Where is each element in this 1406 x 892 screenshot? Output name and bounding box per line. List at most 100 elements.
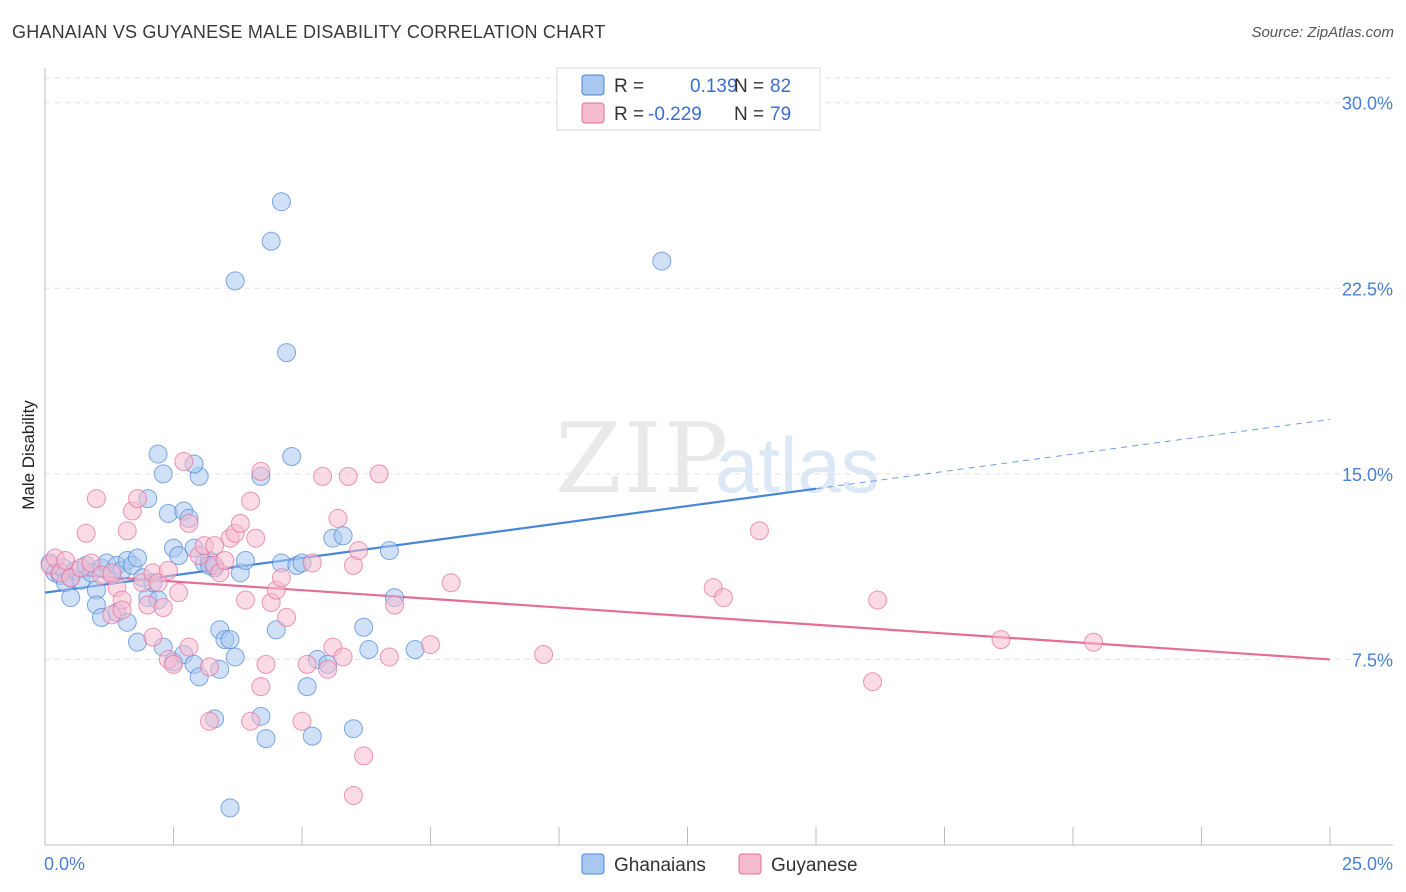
guyanese-point xyxy=(343,786,363,806)
legend-r-label-2: R = xyxy=(614,104,644,125)
guyanese-point xyxy=(338,466,358,486)
guyanese-point xyxy=(441,573,461,593)
ghanaian-point xyxy=(220,630,240,650)
chart-title: GHANAIAN VS GUYANESE MALE DISABILITY COR… xyxy=(12,22,606,42)
guyanese-point xyxy=(246,528,266,548)
ghanaian-point xyxy=(256,729,276,749)
ghanaian-point xyxy=(354,617,374,637)
guyanese-point xyxy=(205,536,225,556)
series-legend: Ghanaians Guyanese xyxy=(581,853,858,876)
guyanese-point xyxy=(302,553,322,573)
guyanese-point xyxy=(297,654,317,674)
ghanaian-point xyxy=(359,640,379,660)
legend-r-value-2: -0.229 xyxy=(648,104,702,125)
series-label-guyanese: Guyanese xyxy=(771,855,858,876)
ghanaian-point xyxy=(266,620,286,640)
ghanaian-point xyxy=(271,192,291,212)
ghanaian-point xyxy=(220,798,240,818)
guyanese-point xyxy=(749,521,769,541)
guyanese-point xyxy=(251,461,271,481)
source-label: Source: ZipAtlas.com xyxy=(1251,24,1394,41)
ghanaian-point xyxy=(297,677,317,697)
guyanese-trend-line xyxy=(44,571,1331,661)
guyanese-point xyxy=(313,466,333,486)
guyanese-point xyxy=(328,508,348,528)
axes xyxy=(44,68,1393,846)
guyanese-point xyxy=(991,630,1011,650)
series-label-ghanaians: Ghanaians xyxy=(614,855,706,876)
ghanaian-point xyxy=(282,447,302,467)
guyanese-point xyxy=(143,627,163,647)
guyanese-point xyxy=(863,672,883,692)
y-tick-label: 30.0% xyxy=(1342,94,1393,114)
ghanaian-point xyxy=(343,719,363,739)
guyanese-point xyxy=(1084,632,1104,652)
legend-n-label-1: N = xyxy=(734,76,764,97)
guyanese-point xyxy=(385,595,405,615)
guyanese-point xyxy=(241,491,261,511)
ghanaian-point xyxy=(261,231,281,251)
y-tick-label: 7.5% xyxy=(1352,650,1393,670)
ghanaian-point xyxy=(61,588,81,608)
ghanaian-point xyxy=(302,726,322,746)
x-tick-label-min: 0.0% xyxy=(44,854,85,874)
legend-n-value-1: 82 xyxy=(770,76,791,97)
ghanaian-point xyxy=(169,546,189,566)
guyanese-point xyxy=(179,513,199,533)
legend-swatch-ghanaians xyxy=(581,74,605,96)
guyanese-point xyxy=(174,452,194,471)
guyanese-point xyxy=(713,588,733,608)
guyanese-point xyxy=(251,677,271,697)
ghanaian-point xyxy=(277,343,297,363)
guyanese-point xyxy=(534,644,554,664)
y-tick-label: 22.5% xyxy=(1342,279,1393,299)
guyanese-point xyxy=(169,583,189,603)
guyanese-point xyxy=(235,590,255,610)
y-tick-labels: 7.5% 15.0% 22.5% 30.0% xyxy=(1342,94,1393,671)
guyanese-point xyxy=(148,573,168,593)
legend-n-value-2: 79 xyxy=(770,104,791,125)
guyanese-point xyxy=(112,600,132,620)
guyanese-point xyxy=(421,635,440,655)
guyanese-point xyxy=(102,563,122,583)
legend-swatch-guyanese xyxy=(581,102,605,124)
ghanaian-point xyxy=(333,526,353,546)
guyanese-point xyxy=(230,513,250,533)
guyanese-point xyxy=(868,590,888,610)
guyanese-point xyxy=(199,711,219,731)
guyanese-point xyxy=(277,607,297,627)
watermark-atlas: atlas xyxy=(715,421,880,509)
guyanese-point xyxy=(369,464,389,484)
ghanaian-point xyxy=(148,444,168,464)
guyanese-point xyxy=(292,711,312,731)
legend-r-value-1: 0.139 xyxy=(690,76,738,97)
guyanese-point xyxy=(158,560,178,580)
legend-n-label-2: N = xyxy=(734,104,764,125)
guyanese-point xyxy=(179,637,199,657)
y-tick-label: 15.0% xyxy=(1342,465,1393,485)
watermark: ZIP xyxy=(555,403,730,515)
guyanese-point xyxy=(164,654,183,674)
guyanese-point xyxy=(76,523,96,543)
ghanaian-point xyxy=(153,464,173,484)
guyanese-point xyxy=(333,647,353,667)
series-swatch-guyanese xyxy=(738,853,762,875)
guyanese-point xyxy=(199,657,219,677)
guyanese-point xyxy=(81,553,101,573)
guyanese-point xyxy=(86,489,106,509)
guyanese-point xyxy=(56,550,76,570)
guyanese-point xyxy=(349,541,369,561)
guyanese-point xyxy=(117,521,137,541)
x-tick-label-max: 25.0% xyxy=(1342,854,1393,874)
guyanese-point xyxy=(153,597,173,617)
guyanese-point xyxy=(241,711,261,731)
y-axis-label: Male Disability xyxy=(19,400,38,510)
ghanaian-point xyxy=(225,271,245,291)
guyanese-point xyxy=(318,659,338,679)
ghanaian-point xyxy=(225,647,245,667)
guyanese-point xyxy=(215,550,235,570)
stats-legend: R = 0.139 N = 82 R = -0.229 N = 79 xyxy=(556,67,821,131)
guyanese-point xyxy=(271,568,291,588)
guyanese-point xyxy=(256,654,276,674)
